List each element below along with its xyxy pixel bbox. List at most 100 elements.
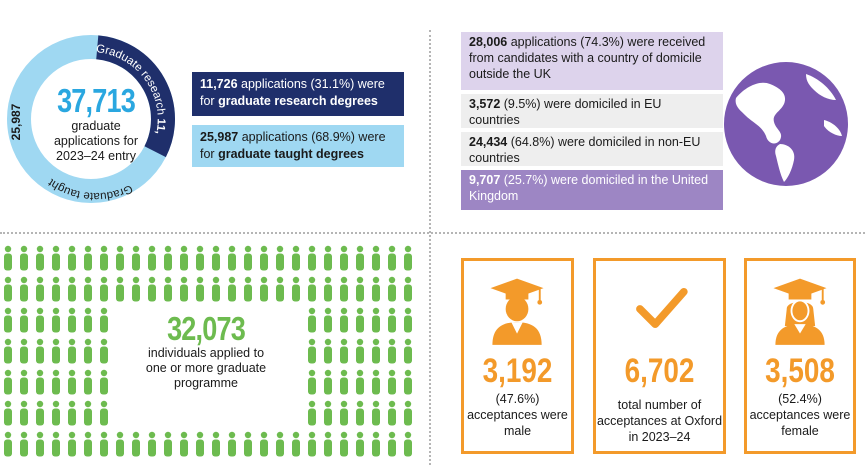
person-icon	[36, 369, 44, 395]
taught-text: applications (68.9%) were for	[200, 130, 386, 161]
person-icon	[84, 338, 92, 364]
people-grid	[4, 245, 412, 457]
person-icon	[372, 400, 380, 426]
person-icon	[324, 276, 332, 302]
individuals-count: 32,073	[167, 310, 246, 347]
person-icon	[228, 276, 236, 302]
total-acceptances-card: 6,702 total number of acceptances at Oxf…	[593, 258, 726, 454]
person-icon	[356, 431, 364, 457]
person-icon	[84, 369, 92, 395]
person-icon	[68, 276, 76, 302]
person-icon	[164, 276, 172, 302]
person-icon	[68, 431, 76, 457]
person-icon	[404, 431, 412, 457]
person-icon	[52, 431, 60, 457]
person-icon	[308, 431, 316, 457]
total-text: total number of acceptances at Oxford in…	[596, 398, 723, 444]
person-icon	[68, 307, 76, 333]
person-icon	[180, 276, 188, 302]
person-icon	[372, 245, 380, 271]
person-icon	[132, 276, 140, 302]
taught-number: 25,987	[200, 130, 239, 144]
person-icon	[180, 245, 188, 271]
person-icon	[36, 245, 44, 271]
overseas-box: 28,006 applications (74.3%) were receive…	[461, 32, 723, 90]
globe-icon	[724, 62, 848, 186]
person-icon	[340, 369, 348, 395]
person-icon	[340, 338, 348, 364]
person-icon	[308, 400, 316, 426]
male-acceptances-card: 3,192 (47.6%) acceptances were male	[461, 258, 574, 454]
person-icon	[84, 400, 92, 426]
person-icon	[244, 431, 252, 457]
person-icon	[84, 307, 92, 333]
person-icon	[404, 338, 412, 364]
person-icon	[276, 245, 284, 271]
person-icon	[372, 369, 380, 395]
person-icon	[212, 245, 220, 271]
person-icon	[292, 431, 300, 457]
person-icon	[4, 307, 12, 333]
person-icon	[132, 245, 140, 271]
person-icon	[20, 338, 28, 364]
person-icon	[196, 245, 204, 271]
person-icon	[372, 307, 380, 333]
person-icon	[148, 276, 156, 302]
person-icon	[388, 307, 396, 333]
overseas-text: applications (74.3%) were received from …	[469, 35, 706, 81]
uk-text: (25.7%) were domiciled in the United Kin…	[469, 173, 709, 203]
person-icon	[260, 276, 268, 302]
person-icon	[340, 245, 348, 271]
person-icon	[340, 400, 348, 426]
person-icon	[244, 276, 252, 302]
person-icon	[68, 369, 76, 395]
person-icon	[388, 338, 396, 364]
total-applications: 37,713	[57, 82, 136, 119]
person-icon	[308, 369, 316, 395]
person-icon	[260, 245, 268, 271]
person-icon	[20, 369, 28, 395]
person-icon	[36, 276, 44, 302]
person-icon	[68, 338, 76, 364]
eu-box: 3,572 (9.5%) were domiciled in EU countr…	[461, 94, 723, 128]
person-icon	[404, 245, 412, 271]
male-value: 3,192	[482, 352, 553, 390]
person-icon	[356, 400, 364, 426]
person-icon	[84, 276, 92, 302]
person-icon	[116, 276, 124, 302]
person-icon	[404, 276, 412, 302]
person-icon	[68, 245, 76, 271]
person-icon	[4, 431, 12, 457]
person-icon	[100, 431, 108, 457]
non-eu-box: 24,434 (64.8%) were domiciled in non-EU …	[461, 132, 723, 166]
person-icon	[100, 338, 108, 364]
uk-number: 9,707	[469, 173, 501, 187]
research-degrees-box: 11,726 applications (31.1%) were for gra…	[192, 72, 404, 116]
person-icon	[356, 307, 364, 333]
person-icon	[4, 338, 12, 364]
person-icon	[308, 307, 316, 333]
taught-degrees-box: 25,987 applications (68.9%) were for gra…	[192, 125, 404, 167]
person-icon	[388, 400, 396, 426]
female-acceptances-card: 3,508 (52.4%) acceptances were female	[744, 258, 856, 454]
non-eu-text: (64.8%) were domiciled in non-EU countri…	[469, 135, 701, 165]
person-icon	[100, 400, 108, 426]
person-icon	[372, 431, 380, 457]
research-bold: graduate research degrees	[218, 94, 378, 108]
individuals-block: 32,073 individuals applied to one or mor…	[140, 312, 272, 391]
person-icon	[20, 245, 28, 271]
person-icon	[276, 431, 284, 457]
person-icon	[356, 369, 364, 395]
person-icon	[404, 369, 412, 395]
person-icon	[292, 276, 300, 302]
person-icon	[84, 431, 92, 457]
person-icon	[4, 245, 12, 271]
ring-taught-value: 25,987	[9, 103, 23, 140]
person-icon	[356, 338, 364, 364]
person-icon	[148, 431, 156, 457]
person-icon	[212, 431, 220, 457]
person-icon	[260, 431, 268, 457]
person-icon	[308, 276, 316, 302]
total-applications-caption: graduate applications for 2023–24 entry	[53, 119, 139, 163]
person-icon	[324, 307, 332, 333]
